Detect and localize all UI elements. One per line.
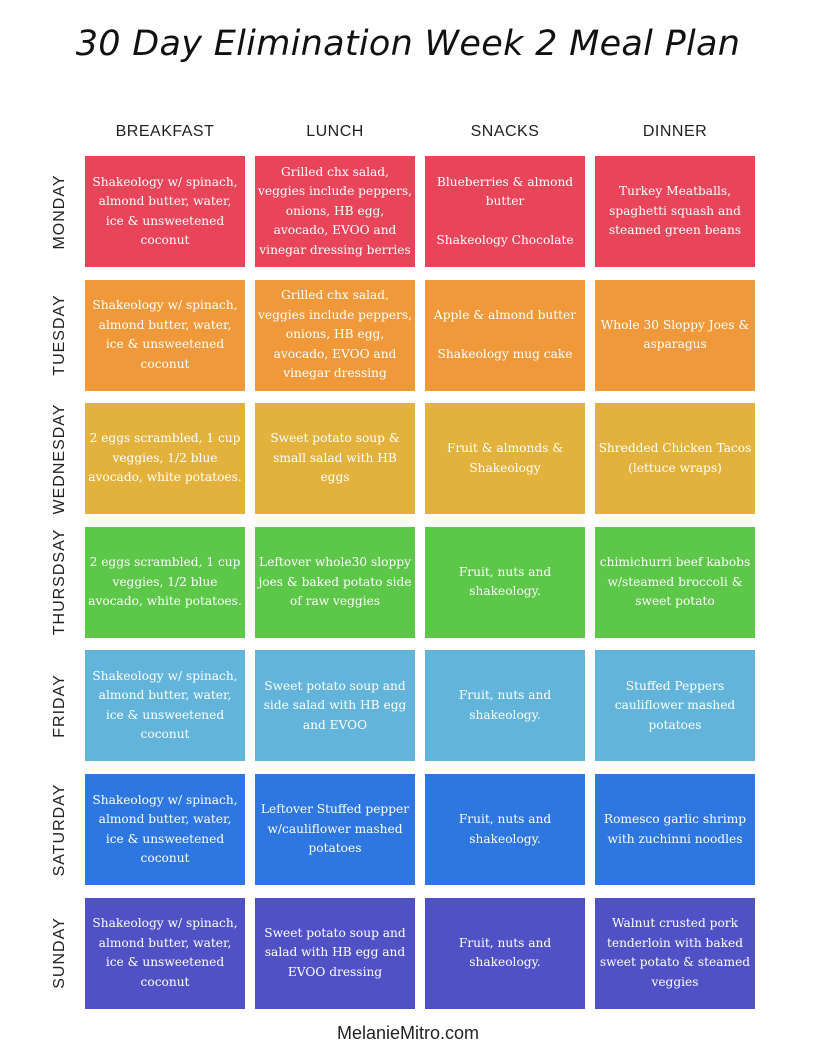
meal-text: Fruit, nuts and shakeology. xyxy=(458,812,552,846)
meal-cell-sunday-snacks: Fruit, nuts and shakeology. xyxy=(425,897,585,1009)
meal-cell-saturday-dinner: Romesco garlic shrimp with zuchinni nood… xyxy=(595,774,755,885)
meal-cell-friday-snacks: Fruit, nuts and shakeology. xyxy=(425,650,585,762)
meal-cell-wednesday-dinner: Shredded Chicken Tacos (lettuce wraps) xyxy=(595,403,755,515)
footer-website: MelanieMitro.com xyxy=(336,1023,480,1043)
meal-text: Sweet potato soup and side salad with HB… xyxy=(263,678,407,732)
meal-cell-saturday-lunch: Leftover Stuffed pepper w/cauliflower ma… xyxy=(255,774,415,885)
meal-cell-friday-lunch: Sweet potato soup and side salad with HB… xyxy=(255,650,415,762)
meal-cell-tuesday-breakfast: Shakeology w/ spinach, almond butter, wa… xyxy=(85,279,245,391)
meal-text: Whole 30 Sloppy Joes & asparagus xyxy=(600,317,750,352)
meal-text: Shakeology w/ spinach, almond butter, wa… xyxy=(92,298,238,371)
meal-text: 2 eggs scrambled, 1 cup veggies, 1/2 blu… xyxy=(88,431,242,485)
meal-cell-thursdsay-lunch: Leftover whole30 sloppy joes & baked pot… xyxy=(255,526,415,638)
meal-cell-tuesday-dinner: Whole 30 Sloppy Joes & asparagus xyxy=(595,279,755,391)
meal-cell-tuesday-lunch: Grilled chx salad, veggies include peppe… xyxy=(255,279,415,391)
day-label-text: WEDNESDAY xyxy=(51,403,68,515)
meal-text: Turkey Meatballs, spaghetti squash and s… xyxy=(608,184,742,238)
meal-text: Shakeology w/ spinach, almond butter, wa… xyxy=(92,668,238,742)
meal-text: Fruit, nuts and shakeology. xyxy=(458,935,552,970)
meal-cell-sunday-dinner: Walnut crusted pork tenderloin with bake… xyxy=(595,897,755,1009)
meal-text: Walnut crusted pork tenderloin with bake… xyxy=(599,916,751,989)
meal-cell-saturday-snacks: Fruit, nuts and shakeology. xyxy=(425,774,585,885)
meal-text: Fruit, nuts and shakeology. xyxy=(458,564,552,599)
meal-text: Fruit, nuts and shakeology. xyxy=(458,688,552,722)
meal-cell-thursdsay-snacks: Fruit, nuts and shakeology. xyxy=(425,526,585,638)
meal-cell-monday-breakfast: Shakeology w/ spinach, almond butter, wa… xyxy=(85,156,245,267)
meal-cell-wednesday-snacks: Fruit & almonds & Shakeology xyxy=(425,403,585,515)
meal-cell-saturday-breakfast: Shakeology w/ spinach, almond butter, wa… xyxy=(85,774,245,885)
meal-text: Blueberries & almond butter Shakeology C… xyxy=(436,174,574,248)
meal-cell-friday-dinner: Stuffed Peppers cauliflower mashed potat… xyxy=(595,650,755,762)
column-header-dinner: DINNER xyxy=(642,123,708,140)
day-label-text: MONDAY xyxy=(51,173,68,250)
meal-text: Grilled chx salad, veggies include peppe… xyxy=(258,164,412,257)
meal-text: Leftover Stuffed pepper w/cauliflower ma… xyxy=(260,802,410,856)
meal-cell-friday-breakfast: Shakeology w/ spinach, almond butter, wa… xyxy=(85,650,245,762)
meal-text: Leftover whole30 sloppy joes & baked pot… xyxy=(258,555,412,609)
meal-cell-monday-dinner: Turkey Meatballs, spaghetti squash and s… xyxy=(595,156,755,267)
meal-text: Shakeology w/ spinach, almond butter, wa… xyxy=(92,792,238,866)
meal-cell-monday-snacks: Blueberries & almond butter Shakeology C… xyxy=(425,156,585,267)
meal-cell-thursdsay-dinner: chimichurri beef kabobs w/steamed brocco… xyxy=(595,526,755,638)
meal-text: Sweet potato soup and salad with HB egg … xyxy=(264,925,406,979)
meal-text: Sweet potato soup & small salad with HB … xyxy=(270,431,400,485)
page-title: 30 Day Elimination Week 2 Meal Plan xyxy=(75,24,741,64)
meal-text: Shredded Chicken Tacos (lettuce wraps) xyxy=(598,441,752,475)
meal-cell-wednesday-breakfast: 2 eggs scrambled, 1 cup veggies, 1/2 blu… xyxy=(85,403,245,515)
day-label-text: FRIDAY xyxy=(51,674,68,738)
column-header-breakfast: BREAKFAST xyxy=(115,123,215,140)
day-label-text: SATURDAY xyxy=(51,783,68,876)
meal-cell-wednesday-lunch: Sweet potato soup & small salad with HB … xyxy=(255,403,415,515)
meal-text: Stuffed Peppers cauliflower mashed potat… xyxy=(614,678,736,732)
meal-text: Apple & almond butter Shakeology mug cak… xyxy=(433,307,577,361)
day-label-text: SUNDAY xyxy=(51,917,68,989)
meal-text: Grilled chx salad, veggies include peppe… xyxy=(258,288,412,381)
meal-cell-monday-lunch: Grilled chx salad, veggies include peppe… xyxy=(255,156,415,267)
meal-cell-tuesday-snacks: Apple & almond butter Shakeology mug cak… xyxy=(425,279,585,391)
meal-cell-sunday-lunch: Sweet potato soup and salad with HB egg … xyxy=(255,897,415,1009)
meal-text: 2 eggs scrambled, 1 cup veggies, 1/2 blu… xyxy=(88,555,242,609)
meal-text: Fruit & almonds & Shakeology xyxy=(446,441,564,475)
meal-cell-sunday-breakfast: Shakeology w/ spinach, almond butter, wa… xyxy=(85,897,245,1009)
column-header-lunch: LUNCH xyxy=(306,123,364,140)
day-label-text: THURSDSAY xyxy=(51,529,68,636)
meal-text: chimichurri beef kabobs w/steamed brocco… xyxy=(599,555,751,609)
meal-text: Shakeology w/ spinach, almond butter, wa… xyxy=(92,174,238,248)
meal-text: Shakeology w/ spinach, almond butter, wa… xyxy=(92,916,238,989)
day-label-text: TUESDAY xyxy=(51,294,68,376)
column-header-snacks: SNACKS xyxy=(470,123,540,140)
meal-cell-thursdsay-breakfast: 2 eggs scrambled, 1 cup veggies, 1/2 blu… xyxy=(85,526,245,638)
meal-text: Romesco garlic shrimp with zuchinni nood… xyxy=(603,812,747,846)
